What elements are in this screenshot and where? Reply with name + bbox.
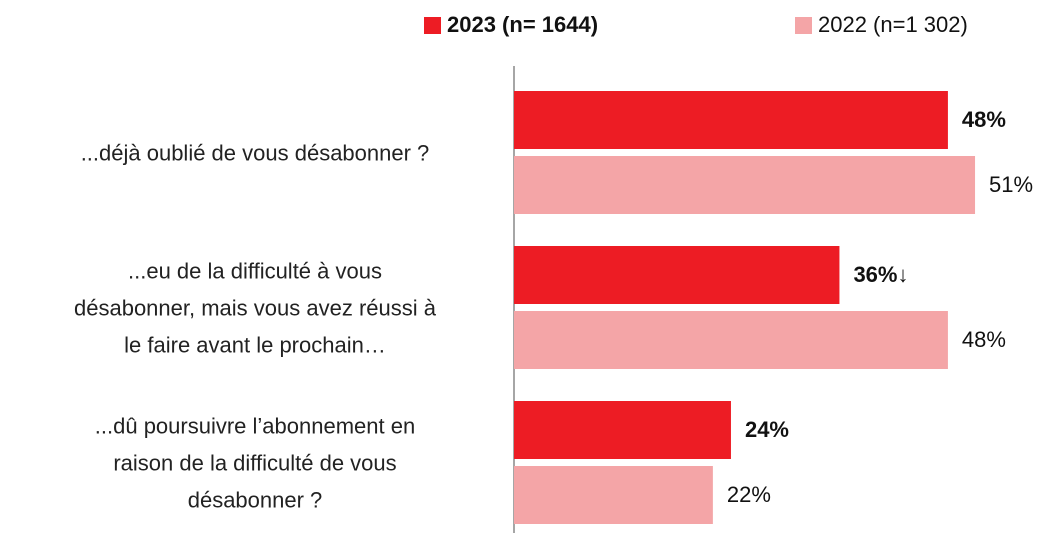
- bar: [514, 91, 948, 149]
- bar: [514, 156, 976, 214]
- legend-swatch: [424, 17, 441, 34]
- value-label: 48%: [962, 107, 1006, 132]
- value-label: 48%: [962, 327, 1006, 352]
- legend-label: 2023 (n= 1644): [447, 12, 598, 37]
- bar: [514, 311, 948, 369]
- value-label: 22%: [727, 482, 771, 507]
- category-label: ...eu de la difficulté à vous désabonner…: [74, 258, 436, 357]
- category-label: ...déjà oublié de vous désabonner ?: [80, 140, 430, 165]
- value-label: 24%: [745, 417, 789, 442]
- value-label: 36%↓: [853, 262, 908, 287]
- value-label: 51%: [989, 172, 1033, 197]
- bar: [514, 466, 713, 524]
- category-label: ...dû poursuivre l’abonnement en raison …: [94, 413, 416, 512]
- legend-swatch: [795, 17, 812, 34]
- legend-label: 2022 (n=1 302): [818, 12, 968, 37]
- bar: [514, 401, 731, 459]
- bar: [514, 246, 840, 304]
